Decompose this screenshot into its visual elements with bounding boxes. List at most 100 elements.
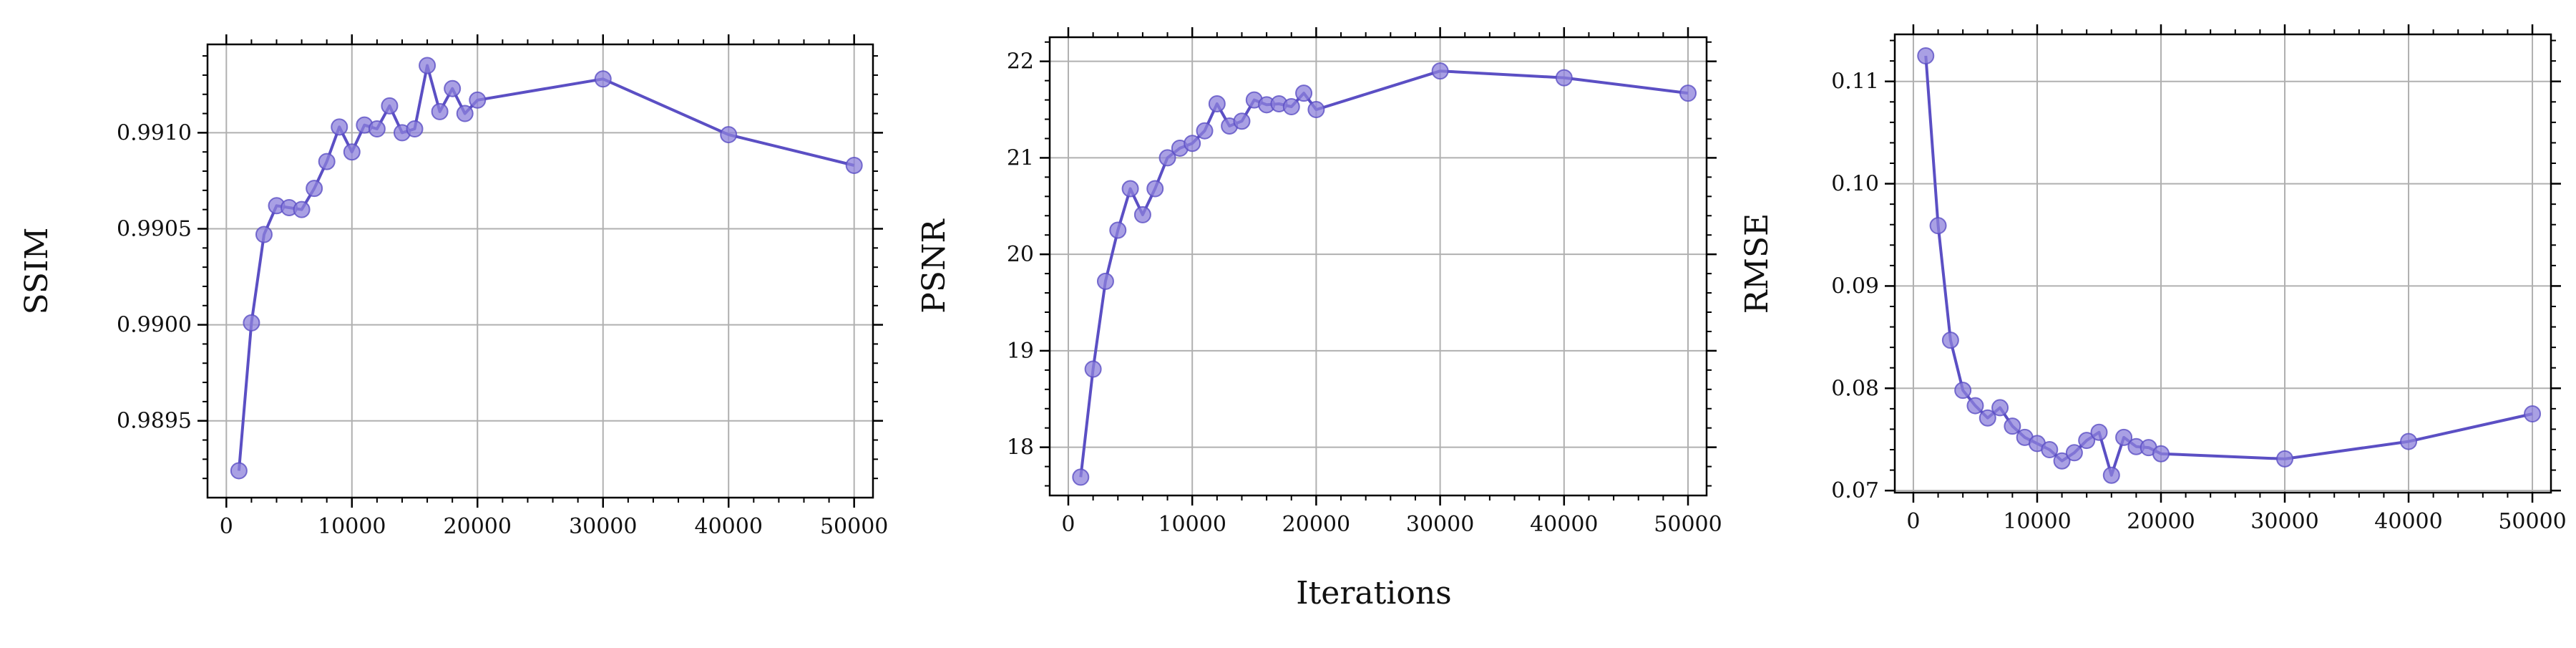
psnr-data-point bbox=[1096, 272, 1114, 290]
rmse-data-point bbox=[2090, 423, 2108, 441]
rmse-data-point bbox=[2065, 444, 2083, 462]
rmse-axes-frame bbox=[1893, 33, 2552, 494]
psnr-data-point bbox=[1084, 360, 1102, 378]
rmse-y-axis-label: RMSE bbox=[1739, 213, 1775, 314]
rmse-data-point bbox=[2078, 432, 2096, 450]
rmse-panel: 0 10000 20000 30000 40000 50000 0.07 0.08 0.09 0.… bbox=[1739, 24, 2567, 534]
psnr-series-line bbox=[1079, 69, 1689, 478]
psnr-x-tick-label: 10000 bbox=[1158, 512, 1226, 537]
ssim-data-point bbox=[230, 462, 248, 480]
psnr-y-tick-label: 21 bbox=[1007, 145, 1034, 170]
psnr-y-tick-label: 22 bbox=[1007, 49, 1034, 74]
rmse-y-tick-label: 0.07 bbox=[1831, 478, 1879, 503]
rmse-data-point bbox=[2152, 445, 2170, 463]
ssim-x-tick-label: 0 bbox=[220, 514, 233, 539]
psnr-x-tick-label: 20000 bbox=[1282, 512, 1350, 537]
rmse-data-point bbox=[2004, 417, 2021, 435]
rmse-data-point bbox=[2115, 428, 2133, 446]
ssim-y-axis-label: SSIM bbox=[19, 228, 55, 315]
rmse-data-point bbox=[1979, 409, 1996, 427]
rmse-data-point bbox=[1991, 399, 2009, 417]
psnr-x-tick-label: 50000 bbox=[1654, 512, 1722, 537]
ssim-x-tick-label: 20000 bbox=[444, 514, 512, 539]
ssim-data-point bbox=[255, 226, 273, 243]
ssim-x-tick-label: 50000 bbox=[820, 514, 888, 539]
rmse-data-point bbox=[2400, 432, 2418, 450]
ssim-data-point bbox=[306, 180, 323, 198]
ssim-y-tick-label: 0.9895 bbox=[117, 409, 192, 434]
psnr-panel: 0 10000 20000 30000 40000 50000 18 19 20 21 22 PSNR bbox=[916, 27, 1722, 537]
rmse-data-point bbox=[2524, 405, 2542, 422]
ssim-data-point bbox=[845, 156, 863, 174]
ssim-axes-frame bbox=[206, 43, 874, 499]
ssim-y-tick-label: 0.9900 bbox=[117, 313, 192, 338]
rmse-series-line bbox=[1924, 55, 2533, 477]
psnr-data-point bbox=[1555, 69, 1573, 87]
psnr-data-point bbox=[1307, 101, 1325, 119]
psnr-x-tick-label: 40000 bbox=[1530, 512, 1598, 537]
ssim-x-tick-label: 40000 bbox=[694, 514, 762, 539]
psnr-data-point bbox=[1109, 221, 1127, 239]
psnr-y-tick-label: 19 bbox=[1007, 339, 1034, 364]
rmse-data-point bbox=[2276, 450, 2294, 468]
ssim-data-point bbox=[444, 79, 462, 97]
psnr-data-point bbox=[1121, 180, 1139, 198]
ssim-data-point bbox=[343, 143, 361, 161]
psnr-y-tick-label: 18 bbox=[1007, 435, 1034, 460]
rmse-data-point bbox=[1929, 217, 1947, 235]
rmse-data-point bbox=[1917, 47, 1935, 64]
ssim-data-point bbox=[293, 200, 311, 218]
psnr-data-point bbox=[1184, 135, 1201, 153]
ssim-data-point bbox=[720, 126, 738, 144]
ssim-data-point bbox=[368, 120, 386, 138]
ssim-data-point bbox=[594, 70, 612, 88]
ssim-data-point bbox=[456, 105, 474, 122]
psnr-data-point bbox=[1072, 468, 1090, 486]
rmse-data-point bbox=[1941, 332, 1959, 349]
ssim-data-point bbox=[243, 314, 260, 332]
rmse-data-point bbox=[1966, 397, 1984, 415]
ssim-data-point bbox=[469, 91, 487, 109]
rmse-data-point bbox=[1954, 382, 1972, 400]
psnr-data-point bbox=[1282, 98, 1300, 116]
rmse-y-tick-label: 0.08 bbox=[1831, 376, 1879, 401]
ssim-data-point bbox=[431, 102, 449, 120]
ssim-data-point bbox=[419, 57, 436, 74]
ssim-x-tick-label: 30000 bbox=[569, 514, 637, 539]
ssim-y-tick-label: 0.9910 bbox=[117, 120, 192, 145]
psnr-x-tick-label: 30000 bbox=[1406, 512, 1474, 537]
ssim-data-point bbox=[318, 153, 336, 170]
rmse-x-tick-label: 40000 bbox=[2374, 509, 2442, 534]
ssim-y-tick-label: 0.9905 bbox=[117, 216, 192, 241]
ssim-panel: 0 10000 20000 30000 40000 50000 0.9895 0.9900 0.… bbox=[19, 34, 888, 539]
psnr-data-point bbox=[1233, 112, 1251, 130]
psnr-x-tick-label: 0 bbox=[1061, 512, 1075, 537]
shared-x-axis-label: Iterations bbox=[1296, 575, 1452, 611]
psnr-data-point bbox=[1431, 62, 1449, 80]
psnr-data-point bbox=[1295, 84, 1313, 102]
ssim-x-tick-label: 10000 bbox=[318, 514, 386, 539]
rmse-x-tick-label: 0 bbox=[1906, 509, 1920, 534]
rmse-x-tick-label: 10000 bbox=[2003, 509, 2071, 534]
rmse-y-tick-label: 0.09 bbox=[1831, 274, 1879, 299]
ssim-data-point bbox=[331, 118, 348, 136]
psnr-data-point bbox=[1196, 122, 1214, 140]
psnr-y-axis-label: PSNR bbox=[916, 218, 952, 313]
psnr-data-point bbox=[1679, 84, 1697, 102]
ssim-data-point bbox=[381, 97, 399, 115]
rmse-x-tick-label: 50000 bbox=[2498, 509, 2566, 534]
psnr-data-point bbox=[1208, 95, 1226, 112]
psnr-data-point bbox=[1133, 205, 1151, 223]
rmse-y-tick-label: 0.10 bbox=[1831, 172, 1879, 197]
rmse-y-tick-label: 0.11 bbox=[1831, 69, 1879, 95]
psnr-data-point bbox=[1158, 149, 1176, 167]
psnr-y-tick-label: 20 bbox=[1007, 242, 1034, 267]
rmse-data-point bbox=[2041, 441, 2059, 458]
ssim-data-point bbox=[406, 120, 424, 138]
rmse-data-point bbox=[2053, 452, 2071, 470]
psnr-axes-frame bbox=[1048, 36, 1708, 497]
rmse-data-point bbox=[2102, 466, 2120, 484]
rmse-x-tick-label: 30000 bbox=[2250, 509, 2318, 534]
